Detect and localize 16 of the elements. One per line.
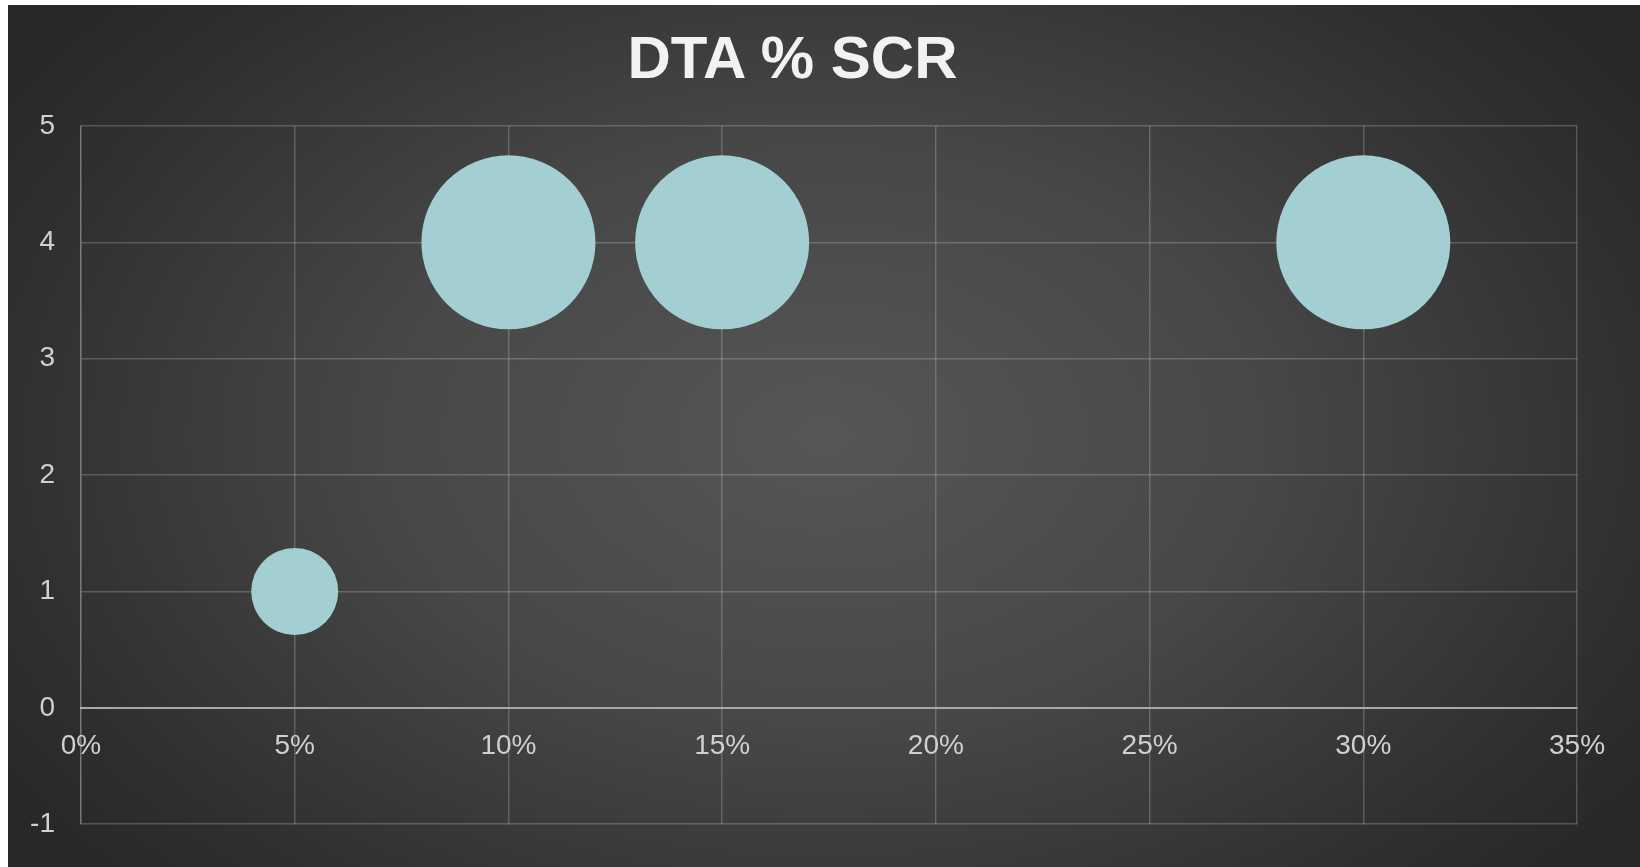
x-tick-label: 0% xyxy=(60,729,102,761)
x-tick-label: 10% xyxy=(480,729,537,761)
x-tick-label: 15% xyxy=(694,729,751,761)
chart-title: DTA % SCR xyxy=(627,23,958,91)
y-tick-label: -1 xyxy=(30,806,55,838)
x-tick-label: 5% xyxy=(274,729,315,761)
x-tick-label: 20% xyxy=(907,729,964,761)
x-tick-label: 30% xyxy=(1335,729,1392,761)
x-tick-label: 25% xyxy=(1121,729,1178,761)
y-tick-label: 2 xyxy=(39,457,55,489)
y-tick-label: 0 xyxy=(39,690,55,722)
y-tick-label: 3 xyxy=(39,341,55,373)
x-tick-label: 35% xyxy=(1548,729,1606,761)
y-tick-label: 5 xyxy=(39,108,55,140)
y-tick-label: 1 xyxy=(39,574,55,606)
y-tick-label: 4 xyxy=(39,225,55,257)
